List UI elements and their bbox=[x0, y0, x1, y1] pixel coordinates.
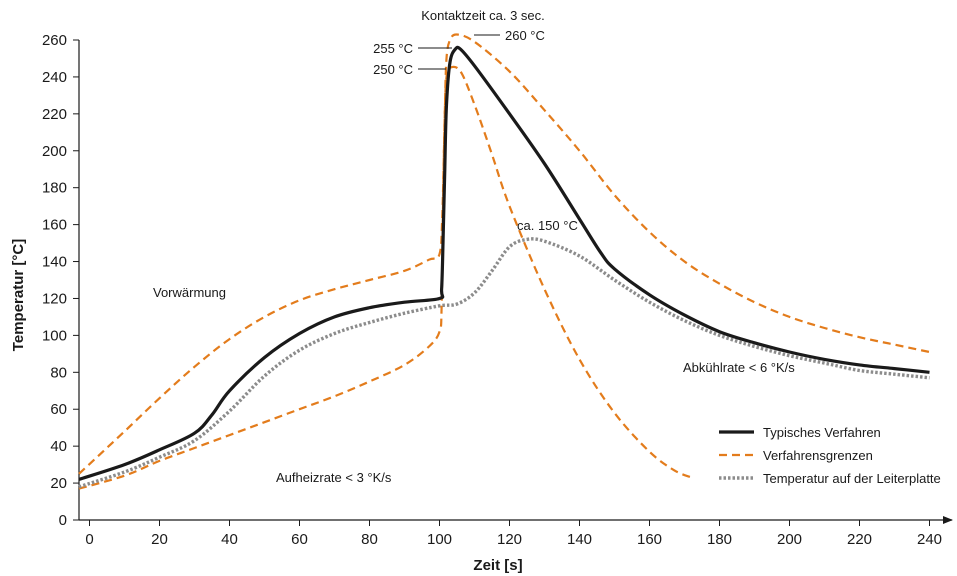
y-axis-ticks: 0 20 40 60 80 100 120 140 160 180 200 220 240 260 bbox=[42, 32, 79, 529]
y-tick-label: 60 bbox=[50, 401, 67, 418]
series-temperatur-leiterplatte bbox=[78, 237, 930, 489]
annotation-150: ca. 150 °C bbox=[517, 218, 578, 233]
y-axis-title: Temperatur [°C] bbox=[10, 239, 27, 351]
y-tick-label: 160 bbox=[42, 217, 67, 234]
x-tick-label: 140 bbox=[567, 531, 592, 548]
x-tick-label: 120 bbox=[497, 531, 522, 548]
x-tick-label: 220 bbox=[847, 531, 872, 548]
x-tick-label: 40 bbox=[221, 531, 238, 548]
series-verfahrensgrenzen-upper bbox=[78, 33, 930, 475]
legend-label-verfahrensgrenzen: Verfahrensgrenzen bbox=[763, 448, 873, 463]
series-layer bbox=[78, 33, 930, 490]
x-tick-label: 240 bbox=[917, 531, 942, 548]
annotation-250: 250 °C bbox=[373, 62, 413, 77]
x-axis-ticks: 0 20 40 60 80 100 120 140 160 180 200 220 240 bbox=[85, 520, 942, 548]
x-tick-label: 60 bbox=[291, 531, 308, 548]
x-tick-label: 0 bbox=[85, 531, 93, 548]
legend-label-typisches-verfahren: Typisches Verfahren bbox=[763, 425, 881, 440]
x-tick-label: 160 bbox=[637, 531, 662, 548]
annotation-cool-rate: Abkühlrate < 6 °K/s bbox=[683, 360, 795, 375]
y-tick-label: 220 bbox=[42, 106, 67, 123]
y-tick-label: 0 bbox=[59, 512, 67, 529]
y-tick-label: 40 bbox=[50, 438, 67, 455]
series-typisches-verfahren bbox=[78, 45, 930, 481]
x-tick-label: 200 bbox=[777, 531, 802, 548]
y-tick-label: 120 bbox=[42, 290, 67, 307]
legend-label-temperatur-leiterplatte: Temperatur auf der Leiterplatte bbox=[763, 471, 941, 486]
y-tick-label: 240 bbox=[42, 69, 67, 86]
x-tick-label: 100 bbox=[427, 531, 452, 548]
x-tick-label: 180 bbox=[707, 531, 732, 548]
x-tick-label: 20 bbox=[151, 531, 168, 548]
annotation-255: 255 °C bbox=[373, 41, 413, 56]
x-tick-label: 80 bbox=[361, 531, 378, 548]
y-tick-label: 260 bbox=[42, 32, 67, 49]
series-verfahrensgrenzen-lower bbox=[78, 65, 692, 490]
annotation-260: 260 °C bbox=[505, 28, 545, 43]
y-tick-label: 180 bbox=[42, 180, 67, 197]
annotation-preheat: Vorwärmung bbox=[153, 285, 226, 300]
y-tick-label: 20 bbox=[50, 475, 67, 492]
y-tick-label: 80 bbox=[50, 364, 67, 381]
legend: Typisches Verfahren Verfahrensgrenzen Te… bbox=[719, 425, 941, 486]
y-tick-label: 140 bbox=[42, 254, 67, 271]
y-tick-label: 100 bbox=[42, 327, 67, 344]
annotation-contact-time: Kontaktzeit ca. 3 sec. bbox=[421, 8, 545, 23]
y-tick-label: 200 bbox=[42, 143, 67, 160]
x-axis-title: Zeit [s] bbox=[473, 557, 522, 574]
annotation-heat-rate: Aufheizrate < 3 °K/s bbox=[276, 470, 392, 485]
